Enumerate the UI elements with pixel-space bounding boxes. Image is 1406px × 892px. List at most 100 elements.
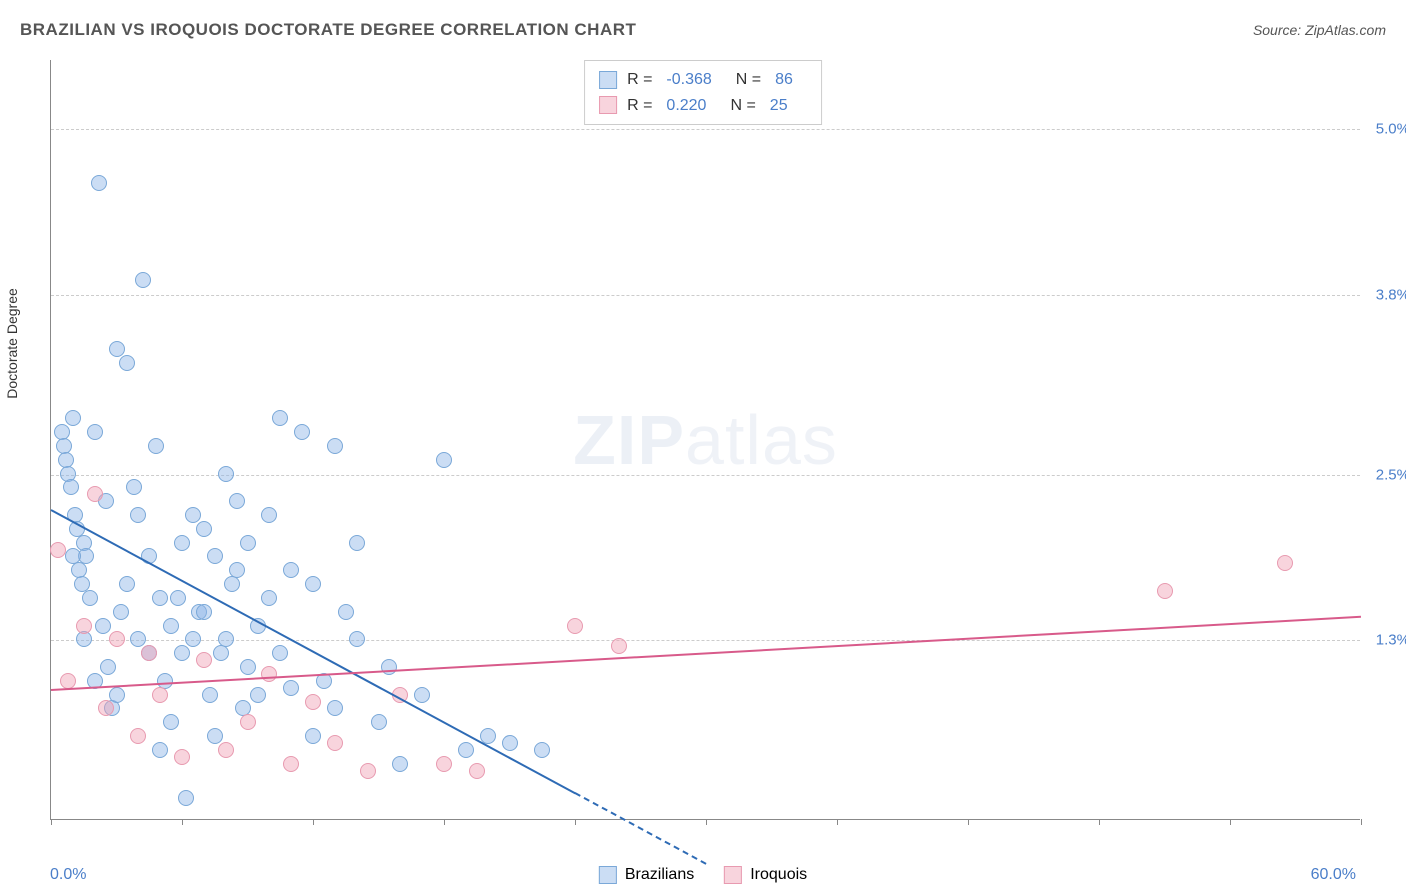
y-tick-label: 2.5% [1365, 466, 1406, 483]
data-point [360, 763, 376, 779]
x-axis-max-label: 60.0% [1311, 866, 1356, 884]
trendline-extrapolated [575, 792, 707, 865]
data-point [163, 618, 179, 634]
data-point [100, 659, 116, 675]
data-point [229, 493, 245, 509]
y-tick-label: 5.0% [1365, 121, 1406, 138]
data-point [82, 590, 98, 606]
trendline [51, 615, 1361, 690]
data-point [95, 618, 111, 634]
data-point [305, 694, 321, 710]
data-point [109, 687, 125, 703]
data-point [87, 486, 103, 502]
data-point [109, 341, 125, 357]
data-point [283, 680, 299, 696]
swatch-brazilians [599, 866, 617, 884]
r-label: R = [627, 93, 652, 119]
data-point [338, 604, 354, 620]
data-point [170, 590, 186, 606]
gridline [51, 640, 1360, 641]
swatch-iroquois [599, 96, 617, 114]
watermark: ZIPatlas [573, 400, 838, 480]
data-point [283, 756, 299, 772]
data-point [250, 687, 266, 703]
data-point [130, 728, 146, 744]
data-point [174, 645, 190, 661]
data-point [261, 590, 277, 606]
data-point [196, 652, 212, 668]
data-point [76, 618, 92, 634]
data-point [327, 735, 343, 751]
data-point [141, 645, 157, 661]
data-point [130, 507, 146, 523]
data-point [458, 742, 474, 758]
data-point [135, 272, 151, 288]
x-tick [313, 819, 314, 825]
watermark-light: atlas [685, 401, 838, 479]
data-point [87, 424, 103, 440]
plot-area: ZIPatlas 1.3%2.5%3.8%5.0% [50, 60, 1360, 820]
data-point [109, 631, 125, 647]
data-point [567, 618, 583, 634]
x-tick [575, 819, 576, 825]
data-point [392, 756, 408, 772]
watermark-bold: ZIP [573, 401, 685, 479]
data-point [196, 521, 212, 537]
swatch-iroquois [724, 866, 742, 884]
data-point [240, 714, 256, 730]
data-point [63, 479, 79, 495]
legend-label-iroquois: Iroquois [750, 866, 807, 884]
x-tick [1099, 819, 1100, 825]
data-point [349, 631, 365, 647]
y-axis-label: Doctorate Degree [4, 288, 20, 399]
data-point [272, 410, 288, 426]
y-tick-label: 3.8% [1365, 286, 1406, 303]
data-point [65, 410, 81, 426]
gridline [51, 475, 1360, 476]
data-point [202, 687, 218, 703]
data-point [240, 659, 256, 675]
data-point [261, 666, 277, 682]
x-tick [1230, 819, 1231, 825]
data-point [76, 631, 92, 647]
data-point [283, 562, 299, 578]
source-label: Source: [1253, 22, 1301, 38]
legend-item-brazilians: Brazilians [599, 866, 694, 884]
data-point [148, 438, 164, 454]
data-point [50, 542, 66, 558]
data-point [163, 714, 179, 730]
data-point [91, 175, 107, 191]
x-axis-min-label: 0.0% [50, 866, 86, 884]
data-point [327, 700, 343, 716]
data-point [305, 728, 321, 744]
data-point [436, 452, 452, 468]
data-point [294, 424, 310, 440]
series-legend: Brazilians Iroquois [599, 866, 807, 884]
x-tick [1361, 819, 1362, 825]
data-point [272, 645, 288, 661]
data-point [60, 673, 76, 689]
n-label: N = [730, 93, 755, 119]
data-point [178, 790, 194, 806]
data-point [65, 548, 81, 564]
data-point [229, 562, 245, 578]
data-point [152, 590, 168, 606]
data-point [174, 749, 190, 765]
data-point [130, 631, 146, 647]
x-tick [968, 819, 969, 825]
data-point [207, 728, 223, 744]
x-tick [706, 819, 707, 825]
data-point [502, 735, 518, 751]
n-value-brazilians: 86 [775, 67, 793, 93]
data-point [152, 742, 168, 758]
gridline [51, 295, 1360, 296]
legend-row-iroquois: R = 0.220 N = 25 [599, 93, 807, 119]
source-value: ZipAtlas.com [1305, 22, 1386, 38]
data-point [436, 756, 452, 772]
data-point [305, 576, 321, 592]
data-point [218, 466, 234, 482]
data-point [152, 687, 168, 703]
data-point [126, 479, 142, 495]
data-point [113, 604, 129, 620]
data-point [611, 638, 627, 654]
